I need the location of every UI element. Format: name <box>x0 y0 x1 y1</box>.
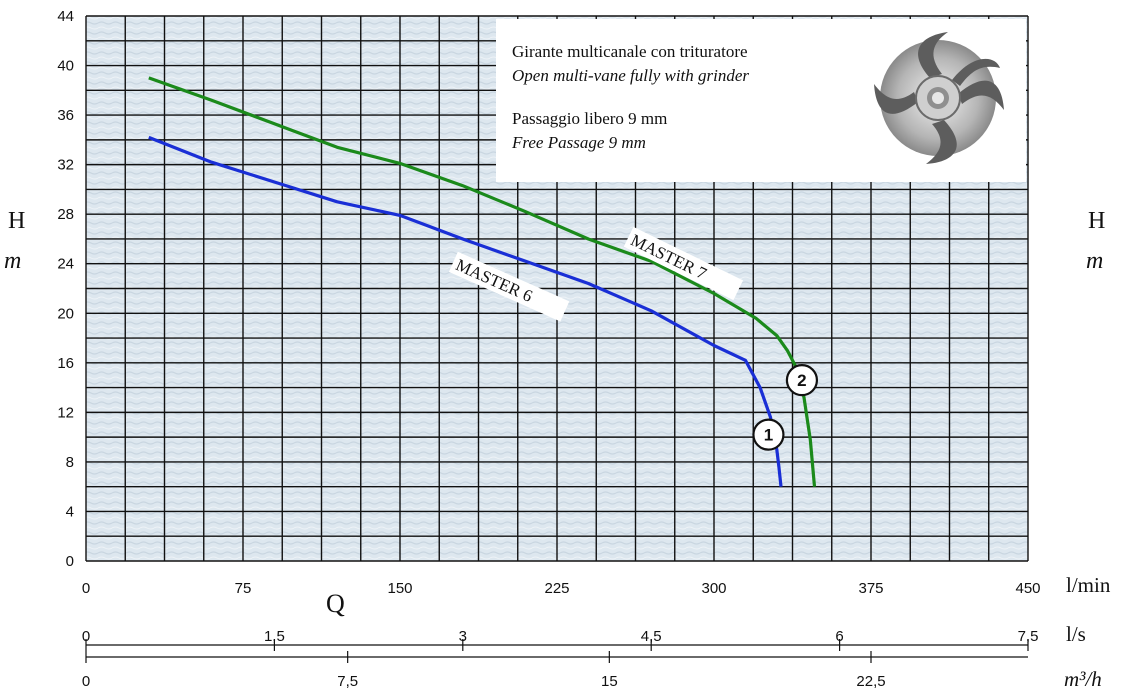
y-tick-label: 16 <box>57 355 74 372</box>
secondary-axis-tick-label: 3 <box>459 628 467 645</box>
y-tick-label: 0 <box>66 553 74 570</box>
y-axis-unit-left: m <box>4 248 21 274</box>
x-tick-label: 300 <box>701 580 726 597</box>
y-tick-label: 24 <box>57 256 74 273</box>
secondary-axis-tick-label: 6 <box>835 628 843 645</box>
x-tick-label: 225 <box>544 580 569 597</box>
x-tick-label: 0 <box>82 580 90 597</box>
impeller-icon <box>874 32 1004 164</box>
y-tick-label: 12 <box>57 404 74 421</box>
secondary-axis-m3h: 0 7,5 15 22,5 m³/h <box>82 651 1102 691</box>
x-tick-label: 375 <box>858 580 883 597</box>
series-marker-circle <box>752 418 785 451</box>
y-tick-label: 36 <box>57 107 74 124</box>
secondary-axis-tick-label: 1,5 <box>264 628 285 645</box>
series-marker-label: 2 <box>797 371 806 390</box>
y-tick-label: 20 <box>57 305 74 322</box>
secondary-axis-tick-label: 0 <box>82 628 90 645</box>
x-tick-label: 75 <box>235 580 252 597</box>
y-axis-label-right: H <box>1088 208 1105 234</box>
secondary-axis-tick-label: 22,5 <box>856 673 885 690</box>
y-tick-label: 4 <box>66 503 74 520</box>
x-tick-label: 150 <box>387 580 412 597</box>
secondary-axis-tick-label: 4,5 <box>641 628 662 645</box>
info-panel: Girante multicanale con trituratore Open… <box>496 19 1026 182</box>
series-marker-label: 1 <box>764 426 773 445</box>
x-axis-ticks: 0 75 150 225 300 375 450 <box>82 580 1041 597</box>
y-tick-label: 28 <box>57 206 74 223</box>
secondary-axis-unit-ls: l/s <box>1066 622 1086 646</box>
x-axis-unit-lmin: l/min <box>1066 573 1111 597</box>
secondary-axis-tick-label: 15 <box>601 673 618 690</box>
info-line-4: Free Passage 9 mm <box>511 133 646 152</box>
info-line-2: Open multi-vane fully with grinder <box>512 66 749 85</box>
curve-label-background <box>623 226 744 301</box>
secondary-axis-tick-label: 7,5 <box>1018 628 1039 645</box>
secondary-axis-tick-label: 7,5 <box>337 673 358 690</box>
x-tick-label: 450 <box>1015 580 1040 597</box>
series-marker-circle <box>785 364 819 397</box>
y-tick-label: 32 <box>57 157 74 174</box>
secondary-axis-ls: 0 1,5 3 4,5 6 7,5 l/s <box>82 622 1086 651</box>
y-tick-label: 44 <box>57 8 74 25</box>
info-line-1: Girante multicanale con trituratore <box>512 42 748 61</box>
secondary-axis-unit-m3h: m³/h <box>1064 667 1102 691</box>
y-axis-unit-right: m <box>1086 248 1103 274</box>
y-axis-ticks: 0 4 8 12 16 20 24 28 32 36 40 44 <box>57 8 74 570</box>
x-axis-label: Q <box>326 589 345 618</box>
y-tick-label: 8 <box>66 454 74 471</box>
info-line-3: Passaggio libero 9 mm <box>512 109 667 128</box>
secondary-axis-tick-label: 0 <box>82 673 90 690</box>
y-axis-label-left: H <box>8 208 25 234</box>
y-tick-label: 40 <box>57 58 74 75</box>
curve-label-background <box>448 251 570 322</box>
